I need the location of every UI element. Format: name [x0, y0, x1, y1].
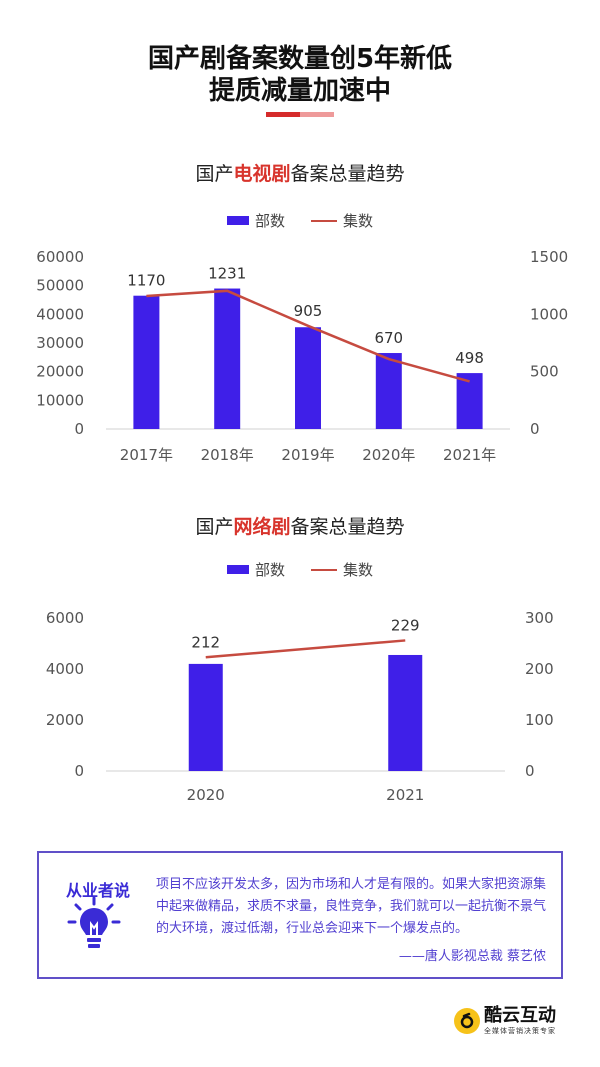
legend-item-line: 集数: [311, 559, 373, 580]
data-label: 498: [455, 349, 484, 367]
legend-line-label: 集数: [343, 212, 374, 230]
bar: [188, 663, 223, 771]
x-tick-label: 2021: [386, 786, 424, 804]
y-left-tick-label: 40000: [36, 305, 84, 323]
chart1-svg: 0 10000 20000 30000 40000 50000 60000 0 500 1000 1…: [36, 248, 568, 464]
y-left-tick-label: 0: [74, 420, 84, 438]
quote-box: [37, 851, 563, 979]
data-label: 1231: [208, 265, 246, 283]
y-right-tick-label: 0: [525, 762, 535, 780]
y-left-tick-label: 20000: [36, 363, 84, 381]
title-underline-pink: [300, 112, 334, 117]
page-title-line1: 国产剧备案数量创5年新低: [147, 44, 453, 74]
legend-bar-label: 部数: [254, 212, 285, 230]
x-tick-label: 2020: [187, 786, 225, 804]
chart2-legend: 部数 集数: [0, 559, 600, 580]
y-left-tick-label: 50000: [36, 277, 84, 295]
data-label: 905: [294, 302, 323, 320]
y-right-tick-label: 200: [525, 660, 554, 678]
brand-logo: 酷云互动 全媒体营销决策专家: [454, 1006, 556, 1036]
data-label: 670: [374, 329, 403, 347]
y-left-tick-label: 6000: [46, 609, 84, 627]
chart1-title-highlight: 电视剧: [233, 163, 291, 185]
data-label: 229: [391, 616, 420, 634]
y-right-tick-label: 300: [525, 609, 554, 627]
legend-line-swatch: [311, 219, 337, 222]
legend-item-bar: 部数: [226, 210, 285, 231]
legend-bar-swatch: [226, 216, 249, 225]
legend-bar-swatch: [226, 565, 249, 574]
x-tick-label: 2021年: [443, 446, 496, 464]
quote-text: 项目不应该开发太多，因为市场和人才是有限的。如果大家把资源集中起来做精品，求质不…: [156, 877, 547, 936]
quote-signature: ——唐人影视总裁 蔡艺侬: [398, 949, 546, 964]
bar: [133, 295, 160, 429]
y-left-tick-label: 2000: [46, 711, 84, 729]
y-left-tick-label: 0: [74, 762, 84, 780]
y-left-tick-label: 30000: [36, 334, 84, 352]
chart1-title: 国产电视剧备案总量趋势: [0, 159, 600, 186]
chart1-legend: 部数 集数: [0, 210, 600, 231]
logo-name: 酷云互动: [484, 1005, 556, 1026]
chart2-title-suffix: 备案总量趋势: [290, 516, 405, 538]
y-left-tick-label: 10000: [36, 391, 84, 409]
bar: [388, 654, 423, 771]
logo-mark-icon: [454, 1008, 480, 1034]
y-right-tick-label: 100: [525, 711, 554, 729]
legend-line-label: 集数: [343, 561, 374, 579]
chart1-title-prefix: 国产: [195, 163, 234, 185]
page-title-line2: 提质减量加速中: [208, 76, 391, 106]
line-series: [205, 639, 406, 659]
bar: [456, 373, 483, 429]
y-left-tick-label: 4000: [46, 660, 84, 678]
legend-item-bar: 部数: [226, 559, 285, 580]
y-left-tick-label: 60000: [36, 248, 84, 266]
x-tick-label: 2020年: [362, 446, 415, 464]
bar: [214, 288, 241, 429]
chart1-title-suffix: 备案总量趋势: [290, 163, 405, 185]
chart2-svg: 0 2000 4000 6000 0 100 200 300 2020 2021 212 229: [46, 609, 554, 804]
y-right-tick-label: 500: [530, 363, 559, 381]
bar: [375, 353, 402, 429]
legend-line-swatch: [311, 568, 337, 571]
data-label: 1170: [127, 272, 165, 290]
y-right-tick-label: 0: [530, 420, 540, 438]
data-label: 212: [191, 633, 220, 651]
quote-label: 从业者说: [66, 881, 131, 900]
y-right-tick-label: 1500: [530, 248, 568, 266]
x-tick-label: 2019年: [281, 446, 334, 464]
legend-bar-label: 部数: [254, 561, 285, 579]
chart2-title-highlight: 网络剧: [233, 516, 291, 538]
x-tick-label: 2017年: [120, 446, 173, 464]
bar: [295, 327, 321, 429]
legend-item-line: 集数: [311, 210, 373, 231]
chart2-title-prefix: 国产: [195, 516, 234, 538]
chart2-title: 国产网络剧备案总量趋势: [0, 512, 600, 539]
y-right-tick-label: 1000: [530, 305, 568, 323]
x-tick-label: 2018年: [201, 446, 254, 464]
logo-subtitle: 全媒体营销决策专家: [484, 1027, 556, 1035]
lightbulb-icon: [67, 896, 121, 948]
title-underline-red: [266, 112, 300, 117]
